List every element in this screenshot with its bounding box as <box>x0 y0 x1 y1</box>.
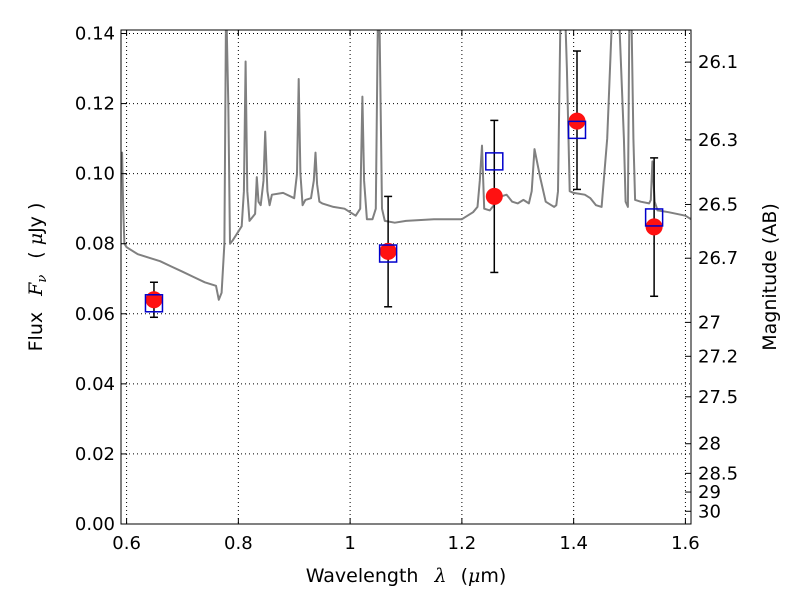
grid-lines <box>121 30 691 524</box>
x-tick-label-3: 1.2 <box>448 533 477 554</box>
magnitude-tick-label-7: 28 <box>698 434 721 455</box>
observed-points <box>145 112 663 309</box>
model-photometry-point-3 <box>567 120 587 140</box>
y-axis-label: Flux Fν ( μJy ) <box>25 203 51 352</box>
x-axis-label-prefix: Wavelength <box>306 565 419 587</box>
y-axis-ticks: 0.00 0.02 0.04 0.06 0.08 0.10 0.12 0.14 <box>75 24 127 535</box>
y-tick-label-7: 0.14 <box>75 24 115 45</box>
y-axis-label-prefix: Flux <box>25 312 47 352</box>
magnitude-tick-label-5: 27.2 <box>698 346 738 367</box>
x-axis-label-symbol: λ <box>433 565 446 587</box>
x-tick-label-5: 1.6 <box>671 533 700 554</box>
y-tick-label-3: 0.06 <box>75 304 115 325</box>
y-tick-label-2: 0.04 <box>75 374 115 395</box>
y-tick-label-5: 0.10 <box>75 164 115 185</box>
y-tick-label-6: 0.12 <box>75 94 115 115</box>
model-photometry-point-2 <box>485 152 504 171</box>
plot-background <box>121 30 691 524</box>
y-tick-label-0: 0.00 <box>75 514 115 535</box>
x-tick-label-4: 1.4 <box>559 533 588 554</box>
magnitude-tick-label-8: 28.5 <box>698 463 738 484</box>
model-photometry-point-0 <box>144 294 164 313</box>
model-photometry-points <box>144 120 664 313</box>
model-spectrum-line <box>121 30 691 301</box>
y-axis-label-symbol: F <box>25 282 47 297</box>
x-axis-label-unit-mu: μ <box>468 565 480 587</box>
x-axis-ticks: 0.6 0.8 1 1.2 1.4 1.6 <box>112 30 700 554</box>
y-axis-label-unit-open: ( <box>25 251 47 258</box>
x-axis-label-unit-rest: m) <box>480 565 506 587</box>
x-axis-label: Wavelength λ (μm) <box>306 565 507 587</box>
x-axis-label-unit-open: ( <box>461 565 468 587</box>
magnitude-tick-label-3: 26.7 <box>698 248 738 269</box>
model-spectrum <box>121 30 691 301</box>
observed-point-4 <box>645 218 663 236</box>
magnitude-axis-label: Magnitude (AB) <box>759 203 781 351</box>
magnitude-tick-label-0: 26.1 <box>698 52 738 73</box>
y-axis-label-unit-rest: Jy ) <box>25 203 47 234</box>
model-photometry-point-4 <box>644 208 664 227</box>
x-tick-label-0: 0.6 <box>112 533 141 554</box>
plot-frame <box>120 29 692 525</box>
y-axis-label-subscript: ν <box>35 275 50 283</box>
magnitude-tick-label-9: 29 <box>698 482 721 503</box>
magnitude-tick-label-10: 30 <box>698 501 721 522</box>
magnitude-tick-label-2: 26.5 <box>698 194 738 215</box>
y-tick-label-4: 0.08 <box>75 234 115 255</box>
model-photometry-point-1 <box>378 244 398 263</box>
y-axis-label-unit-mu: μ <box>25 233 47 245</box>
observed-point-1 <box>379 242 397 260</box>
x-tick-label-1: 0.8 <box>224 533 253 554</box>
y-tick-label-1: 0.02 <box>75 444 115 465</box>
x-tick-label-2: 1 <box>344 533 355 554</box>
magnitude-tick-label-6: 27.5 <box>698 387 738 408</box>
magnitude-tick-label-4: 27 <box>698 312 721 333</box>
magnitude-tick-label-1: 26.3 <box>698 130 738 151</box>
observed-point-2 <box>485 187 503 205</box>
